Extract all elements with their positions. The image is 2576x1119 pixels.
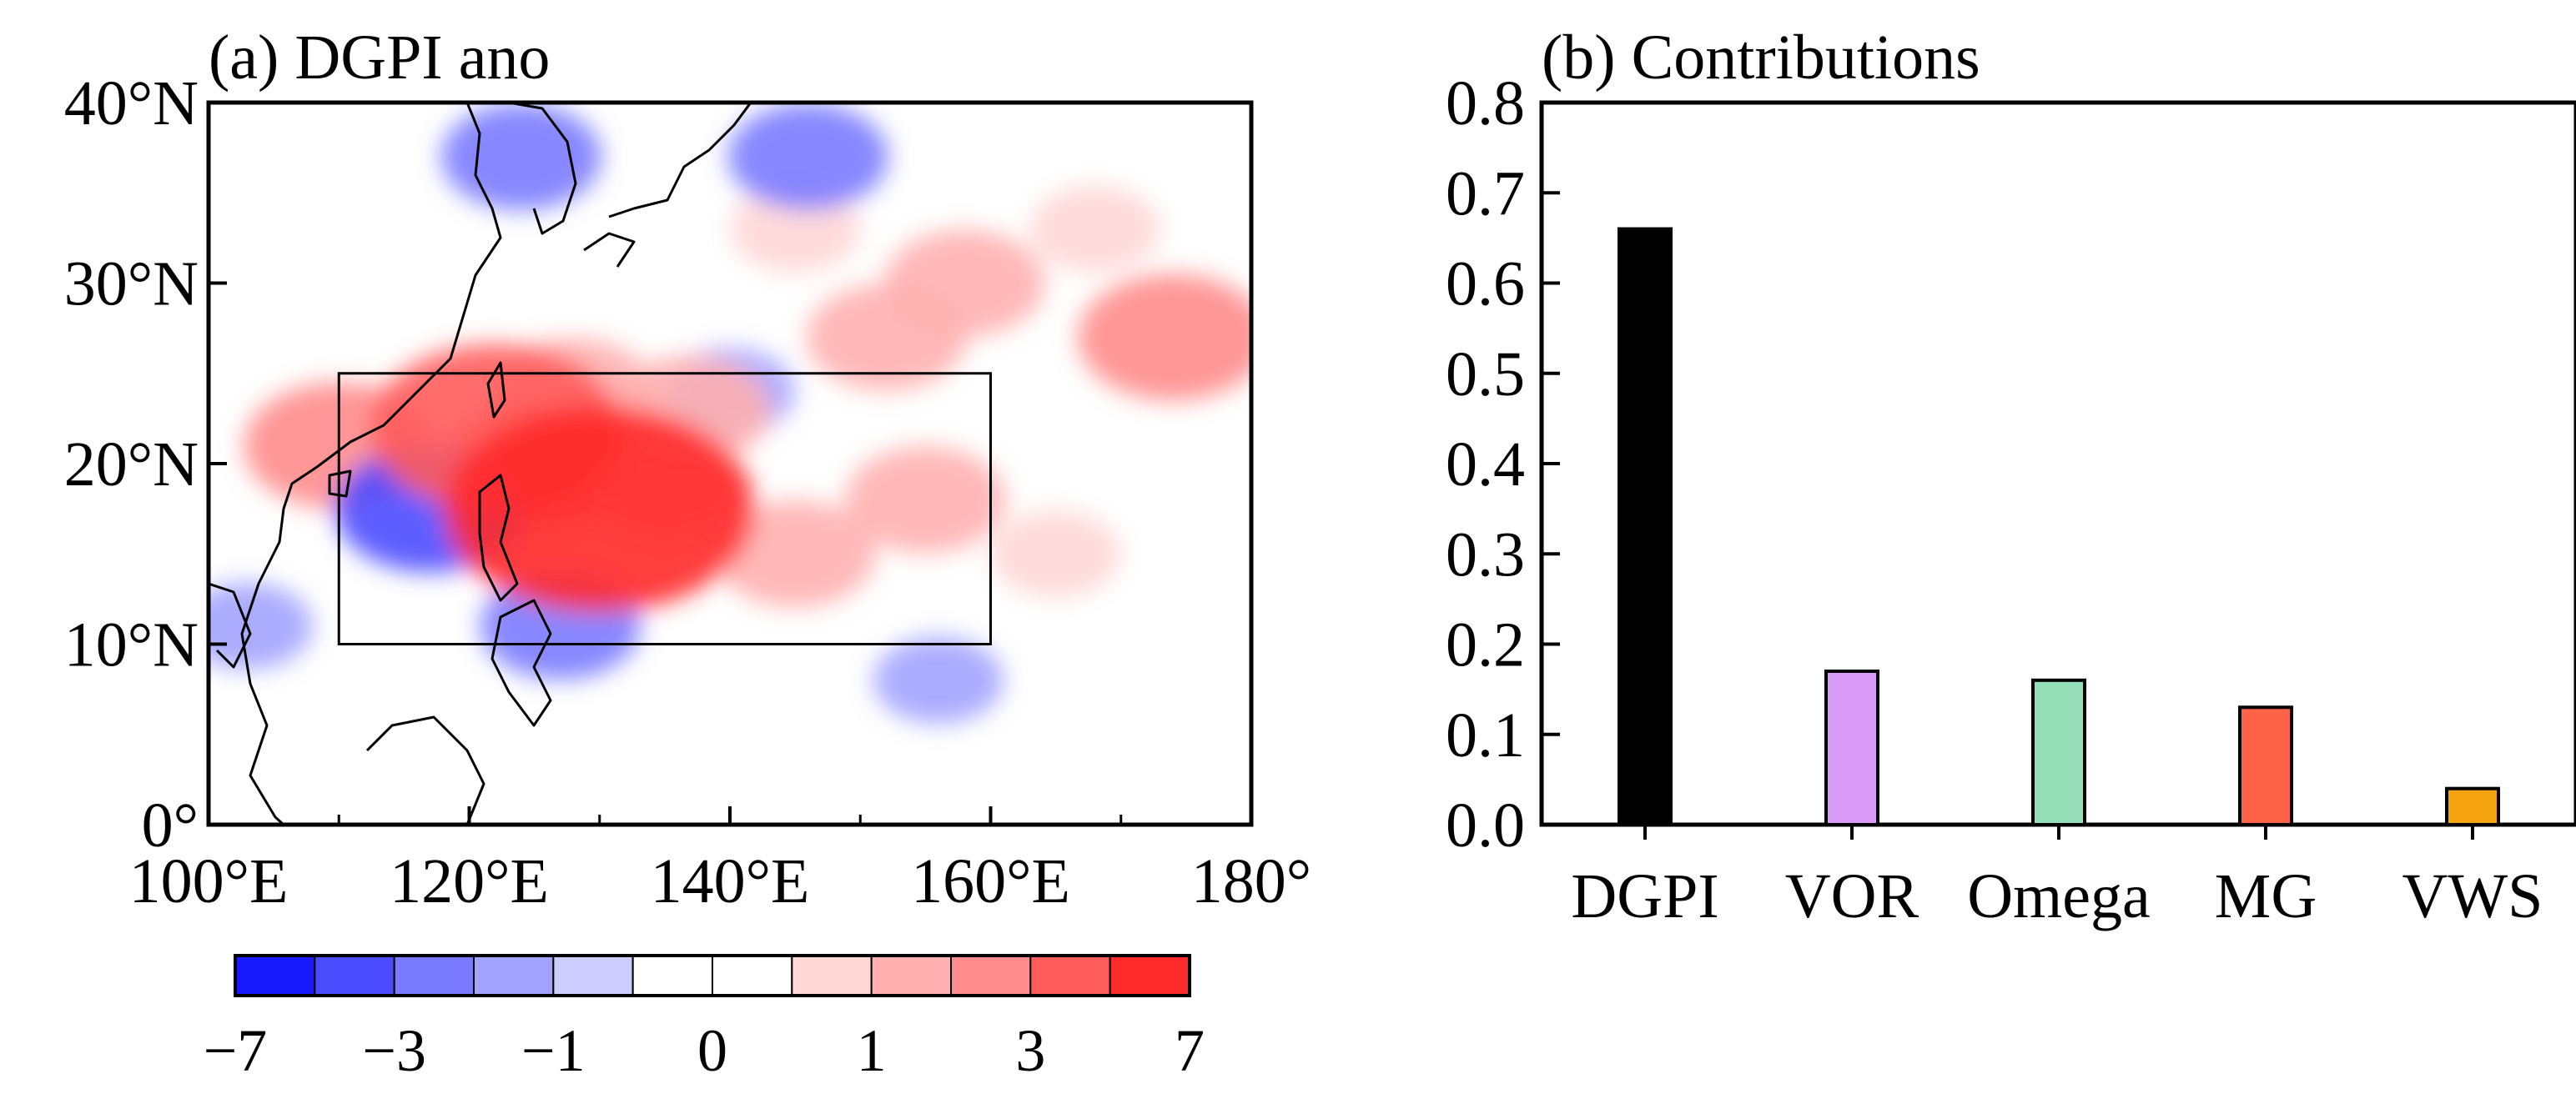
colorbar-tick-label: −7 — [204, 1017, 268, 1084]
colorbar-swatch — [552, 955, 634, 996]
map-x-tick-label: 160°E — [911, 846, 1070, 916]
bar-x-axis: DGPI VOR Omega MG VWS — [1571, 825, 2543, 931]
colorbar-tick-label: 7 — [1175, 1017, 1205, 1084]
bar-x-tick-label: VOR — [1785, 861, 1919, 931]
coast-asia-mainland — [240, 103, 502, 825]
colorbar-tick-label: −3 — [362, 1017, 426, 1084]
map-x-axis: 100°E 120°E 140°E 160°E 180° — [129, 806, 1311, 916]
colorbar-tick-label: 3 — [1015, 1017, 1045, 1084]
bar-x-tick-label: MG — [2215, 861, 2317, 931]
panel-b-title: (b) Contributions — [1542, 23, 1980, 93]
colorbar-swatch — [631, 955, 714, 996]
bar-y-tick-label: 0.3 — [1446, 519, 1525, 590]
map-x-tick-label: 180° — [1191, 846, 1311, 916]
colorbar: −7 −3 −1 0 1 3 7 — [204, 954, 1205, 1084]
coast-luzon — [478, 474, 519, 602]
anomaly-cell — [1029, 185, 1160, 273]
coast-japan — [608, 103, 752, 218]
anomaly-cell — [845, 446, 1006, 554]
anomaly-cell — [990, 510, 1121, 598]
map-x-tick-label: 120°E — [390, 846, 549, 916]
coast-hainan — [328, 469, 352, 498]
bar-y-tick-label: 0.1 — [1446, 700, 1525, 770]
bar-y-tick-label: 0.0 — [1446, 790, 1525, 861]
anomaly-cell — [715, 500, 876, 608]
anomaly-cell — [884, 229, 1045, 337]
panel-a: (a) DGPI ano 100°E 120°E 140°E 160°E 180° 0°… — [64, 23, 1311, 1084]
bar-mg — [2238, 705, 2293, 827]
colorbar-swatch — [1029, 955, 1111, 996]
map-y-tick-label: 20°N — [64, 429, 199, 499]
bar-y-axis: 0.0 0.1 0.2 0.3 0.4 0.5 0.6 0.7 0.8 — [1446, 68, 1560, 861]
coast-japan-south — [583, 232, 636, 268]
colorbar-tick-label: −1 — [521, 1017, 586, 1084]
colorbar-tick-label: 1 — [857, 1017, 887, 1084]
anomaly-field — [209, 103, 1251, 724]
coastlines — [209, 103, 752, 825]
map-y-tick-label: 10°N — [64, 610, 199, 680]
colorbar-swatch — [393, 955, 475, 996]
bar-x-tick-label: Omega — [1967, 861, 2150, 931]
bar-y-tick-label: 0.8 — [1446, 68, 1525, 138]
colorbar-swatch — [1109, 955, 1190, 996]
map-x-tick-label: 140°E — [651, 846, 810, 916]
colorbar-swatch — [314, 955, 395, 996]
bar-x-tick-label: DGPI — [1571, 861, 1718, 931]
bar-dgpi — [1618, 227, 1673, 826]
colorbar-swatch — [950, 955, 1032, 996]
anomaly-cell — [727, 103, 888, 210]
anomaly-cell — [444, 405, 755, 613]
bar-vor — [1824, 669, 1879, 826]
map-y-axis: 0° 10°N 20°N 30°N 40°N — [64, 68, 227, 861]
panel-b: (b) Contributions 0.00.10.20.30.40.50.60… — [1446, 23, 2576, 931]
key-region-box — [337, 372, 992, 645]
anomaly-cell — [1078, 273, 1251, 401]
bar-omega — [2031, 678, 2086, 826]
map-y-tick-label: 0° — [142, 790, 199, 861]
bar-y-tick-label: 0.4 — [1446, 429, 1525, 499]
bar-series — [1618, 227, 2500, 827]
bar-y-tick-label: 0.7 — [1446, 158, 1525, 228]
coast-borneo — [365, 715, 486, 825]
bar-x-tick-label: VWS — [2402, 861, 2543, 931]
coast-indochina — [209, 582, 252, 669]
colorbar-swatch — [791, 955, 873, 996]
bar-y-tick-label: 0.6 — [1446, 249, 1525, 319]
colorbar-swatch — [473, 955, 555, 996]
map-y-tick-label: 40°N — [64, 68, 199, 138]
bar-y-tick-label: 0.5 — [1446, 339, 1525, 409]
bar-vws — [2445, 786, 2500, 827]
panel-a-title: (a) DGPI ano — [209, 23, 550, 93]
anomaly-cell — [441, 103, 601, 210]
coast-korea — [508, 103, 577, 235]
anomaly-cell — [209, 582, 313, 670]
colorbar-swatch — [234, 955, 316, 996]
colorbar-swatch — [870, 955, 952, 996]
coast-visayas — [491, 599, 552, 727]
map-x-tick-label: 100°E — [129, 846, 289, 916]
colorbar-tick-label: 0 — [697, 1017, 727, 1084]
coast-taiwan — [486, 361, 506, 419]
colorbar-swatch — [712, 955, 793, 996]
anomaly-cell — [873, 636, 1004, 724]
map-y-tick-label: 30°N — [64, 249, 199, 319]
colorbar-frame — [234, 954, 1191, 997]
bar-y-tick-label: 0.2 — [1446, 610, 1525, 680]
